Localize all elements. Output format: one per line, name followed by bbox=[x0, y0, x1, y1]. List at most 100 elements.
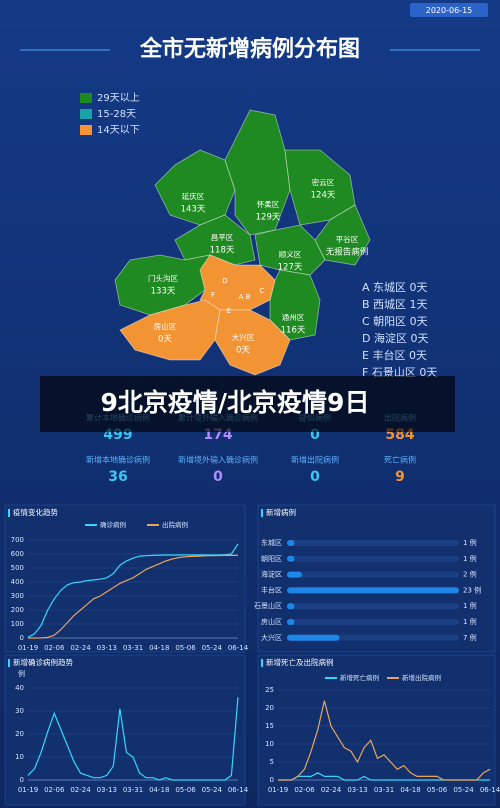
category-label: 东城区 bbox=[261, 538, 282, 547]
panel bbox=[4, 654, 246, 806]
legend-swatch bbox=[80, 93, 92, 103]
district-days: 无报告病例 bbox=[326, 247, 369, 258]
y-tick-label: 15 bbox=[265, 722, 274, 730]
district-name: 通州区 bbox=[282, 312, 305, 322]
panel-marker bbox=[261, 659, 263, 667]
legend-label: 新增出院病例 bbox=[402, 673, 441, 682]
title: 全市无新增病例分布图 bbox=[139, 36, 360, 62]
x-tick-label: 01-19 bbox=[18, 786, 38, 794]
y-tick-label: 500 bbox=[11, 564, 24, 572]
x-tick-label: 02-06 bbox=[44, 786, 65, 794]
x-tick-label: 05-06 bbox=[175, 644, 196, 652]
district-name: 房山区 bbox=[154, 321, 177, 331]
panel-marker bbox=[261, 509, 263, 517]
stat-label: 新增本地确诊病例 bbox=[86, 455, 150, 465]
x-tick-label: 04-18 bbox=[400, 786, 420, 794]
district-days: 0天 bbox=[158, 335, 172, 345]
x-tick-label: 01-19 bbox=[268, 786, 288, 794]
category-label: 海淀区 bbox=[261, 570, 282, 579]
category-label: 朝阳区 bbox=[261, 554, 282, 563]
bar bbox=[287, 540, 295, 546]
banner: 9北京疫情/北京疫情9日 bbox=[101, 388, 370, 417]
y-tick-label: 200 bbox=[11, 606, 24, 614]
x-tick-label: 03-31 bbox=[123, 786, 143, 794]
value-label: 1 例 bbox=[463, 554, 477, 563]
district-key: B 西城区 1天 bbox=[362, 298, 428, 311]
bar bbox=[287, 634, 340, 641]
district-key: D 海淀区 0天 bbox=[362, 331, 428, 345]
district-days: 129天 bbox=[256, 213, 281, 223]
series-line bbox=[27, 697, 239, 781]
bar bbox=[287, 603, 295, 610]
panel-title: 新增病例 bbox=[266, 507, 296, 517]
value-label: 2 例 bbox=[463, 570, 477, 579]
bar-track bbox=[287, 555, 459, 562]
district-key: F 石景山区 0天 bbox=[362, 366, 437, 379]
district-name: 延庆区 bbox=[182, 191, 205, 201]
y-tick-label: 0 bbox=[270, 776, 274, 784]
district-name: 昌平区 bbox=[211, 233, 234, 242]
bar bbox=[287, 619, 295, 625]
panel-marker bbox=[8, 659, 10, 667]
district-key: C 朝阳区 0天 bbox=[362, 315, 428, 328]
x-tick-label: 05-24 bbox=[453, 786, 474, 794]
district-name: 门头沟区 bbox=[148, 273, 178, 283]
legend-label: 出院病例 bbox=[162, 520, 188, 529]
legend-label: 29天以上 bbox=[97, 92, 140, 104]
bar bbox=[287, 571, 302, 578]
legend-label: 15-28天 bbox=[97, 109, 136, 120]
legend-label: 新增死亡病例 bbox=[340, 673, 379, 682]
y-tick-label: 5 bbox=[270, 758, 274, 766]
stat-value: 0 bbox=[213, 469, 223, 485]
x-tick-label: 01-19 bbox=[18, 644, 38, 652]
x-tick-label: 05-06 bbox=[175, 786, 196, 794]
district-days: 127天 bbox=[278, 263, 303, 273]
value-label: 23 例 bbox=[463, 585, 481, 594]
series-line bbox=[28, 554, 239, 639]
x-tick-label: 03-13 bbox=[97, 644, 117, 652]
x-tick-label: 06-14 bbox=[228, 786, 249, 794]
panel-marker bbox=[8, 509, 10, 517]
stat-value: 9 bbox=[395, 469, 405, 485]
y-tick-label: 20 bbox=[15, 730, 24, 738]
district bbox=[199, 254, 276, 311]
y-tick-label: 20 bbox=[265, 704, 274, 712]
panel bbox=[257, 504, 496, 653]
stat-label: 新增出院病例 bbox=[291, 455, 339, 465]
x-tick-label: 02-06 bbox=[44, 644, 65, 652]
district-days: 0天 bbox=[236, 346, 250, 356]
x-tick-label: 06-14 bbox=[480, 786, 500, 794]
y-tick-label: 25 bbox=[265, 686, 274, 694]
legend-swatch bbox=[80, 109, 92, 119]
legend-label: 14天以下 bbox=[97, 125, 140, 136]
x-tick-label: 06-14 bbox=[228, 644, 249, 652]
legend-swatch bbox=[80, 125, 92, 135]
map-letter: E bbox=[227, 307, 231, 315]
x-tick-label: 04-18 bbox=[149, 786, 169, 794]
map-letter: D bbox=[222, 277, 227, 285]
bar-track bbox=[287, 571, 459, 578]
y-tick-label: 100 bbox=[11, 620, 24, 628]
district bbox=[224, 109, 291, 236]
legend-label: 确诊病例 bbox=[100, 520, 126, 529]
x-tick-label: 05-24 bbox=[202, 644, 223, 652]
date: 2020-06-15 bbox=[426, 6, 473, 15]
y-tick-label: 10 bbox=[15, 753, 24, 761]
district-name: 怀柔区 bbox=[257, 199, 280, 209]
stat-label: 新增境外输入确诊病例 bbox=[178, 455, 258, 465]
bar bbox=[287, 587, 459, 594]
date-box bbox=[410, 3, 488, 17]
x-tick-label: 02-24 bbox=[70, 786, 91, 794]
category-label: 石景山区 bbox=[254, 601, 282, 610]
y-tick-label: 600 bbox=[11, 550, 24, 558]
y-tick-label: 0 bbox=[20, 634, 24, 642]
district bbox=[214, 309, 291, 376]
y-tick-label: 10 bbox=[265, 740, 274, 748]
district-name: 密云区 bbox=[312, 177, 335, 187]
x-tick-label: 05-24 bbox=[202, 786, 223, 794]
bar-track bbox=[287, 603, 459, 610]
district-days: 116天 bbox=[281, 326, 306, 336]
map bbox=[114, 109, 371, 376]
panel-title: 疫情变化趋势 bbox=[13, 507, 58, 517]
